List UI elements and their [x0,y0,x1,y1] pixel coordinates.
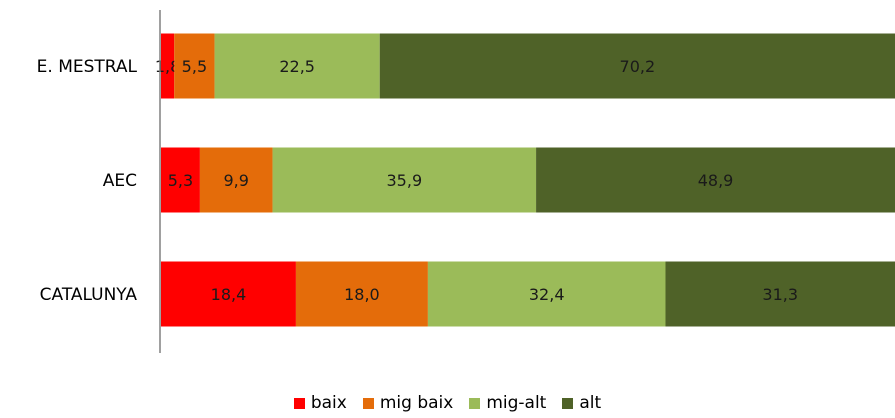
bar-segment-baix-2 [161,261,296,327]
data-label-baix-2: 18,4 [211,285,247,304]
bar-segment-alt-2 [665,261,895,327]
legend-swatch [469,397,481,409]
legend-item-baix: baix [293,393,347,413]
bar-segment-mig-alt-1 [272,147,537,213]
bar-segment-alt-0 [379,33,895,99]
data-label-baix-1: 5,3 [168,171,193,190]
bar-segment-alt-1 [536,147,895,213]
legend-label: mig-alt [486,393,547,413]
legend-swatch [293,397,305,409]
legend-label: baix [310,393,347,413]
bar-segment-mig-alt-2 [427,261,666,327]
data-label-mig-alt-1: 35,9 [387,171,423,190]
bars-group: 1,8 5,5 22,5 70,2 5,3 9,9 35,9 48,9 18,4 18,0 32,4… [155,33,895,327]
data-label-mig-baix-2: 18,0 [344,285,380,304]
data-label-alt-1: 48,9 [698,171,734,190]
legend-swatch [562,397,574,409]
data-label-alt-2: 31,3 [762,285,798,304]
category-label-0: E. MESTRAL [37,57,138,77]
legend-label: alt [579,393,602,413]
legend-label: mig baix [379,393,454,413]
category-label-2: CATALUNYA [40,285,138,305]
stacked-bar-chart: 1,8 5,5 22,5 70,2 5,3 9,9 35,9 48,9 18,4 18,0 32,4… [37,10,895,353]
bar-segment-mig-baix-0 [174,33,215,99]
data-label-alt-0: 70,2 [620,57,656,76]
category-label-1: AEC [103,171,137,191]
data-label-baix-0: 1,8 [155,57,180,76]
bar-segment-mig-alt-0 [214,33,380,99]
data-label-mig-baix-1: 9,9 [224,171,249,190]
legend-item-mig-baix: mig baix [362,393,454,413]
data-label-mig-baix-0: 5,5 [182,57,207,76]
legend-item-mig-alt: mig-alt [469,393,546,413]
bar-segment-mig-baix-2 [295,261,428,327]
legend: baix mig baix mig-alt alt [0,388,895,418]
data-label-mig-alt-2: 32,4 [529,285,565,304]
legend-swatch [362,397,374,409]
bar-segment-mig-baix-1 [199,147,273,213]
legend-item-alt: alt [562,393,601,413]
data-label-mig-alt-0: 22,5 [279,57,315,76]
category-labels: E. MESTRAL AEC CATALUNYA [37,57,138,305]
bar-segment-baix-1 [161,147,200,213]
bar-segment-baix-0 [161,33,175,99]
